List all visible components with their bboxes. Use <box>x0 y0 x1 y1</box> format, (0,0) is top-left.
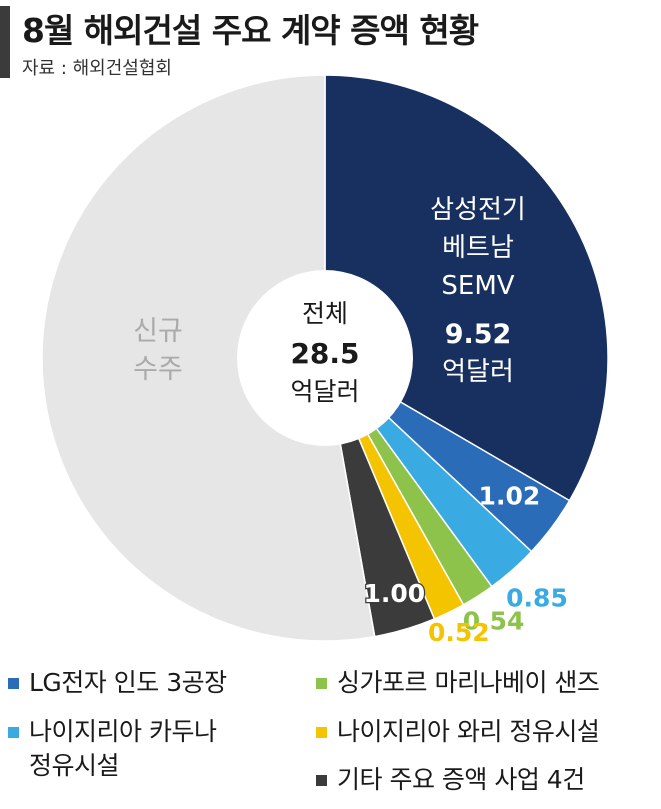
chart-title: 8월 해외건설 주요 계약 증액 현황 <box>22 11 479 50</box>
slice-label-samsung: 베트남 <box>442 233 514 263</box>
slice-label-samsung-unit: 억달러 <box>442 357 514 387</box>
source-note: 자료 : 해외건설협회 <box>22 58 172 79</box>
center-unit: 억달러 <box>290 377 359 406</box>
title-accent-bar <box>0 6 10 78</box>
data-label: 0.85 <box>506 584 568 613</box>
pie-slice <box>41 74 376 642</box>
center-label: 전체 <box>302 299 348 328</box>
data-label: 1.02 <box>479 481 541 510</box>
data-label: 0.52 <box>428 618 490 647</box>
data-label: 0.54 <box>463 607 525 636</box>
slice-label-new-orders: 수주 <box>133 354 183 385</box>
pie-center-hole <box>237 270 413 446</box>
center-total-value: 28.5 <box>290 337 359 370</box>
slice-label-samsung: 삼성전기 <box>430 195 526 225</box>
data-label: 1.00 <box>363 579 425 608</box>
slice-label-new-orders: 신규 <box>133 316 183 347</box>
data-label: 9.52 <box>445 319 512 350</box>
slice-label-samsung: SEMV <box>441 271 514 301</box>
